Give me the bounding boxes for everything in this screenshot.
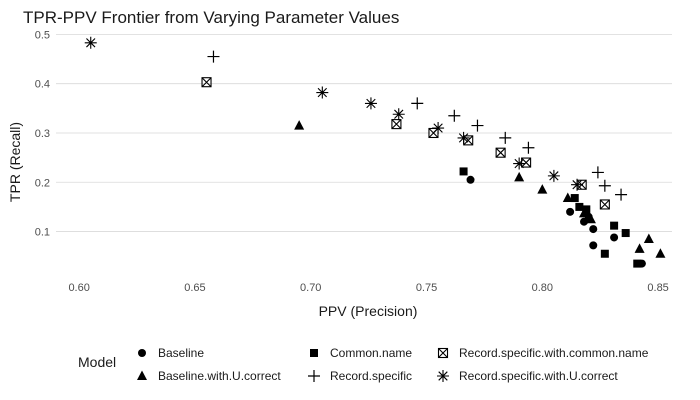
point-asterisk <box>316 86 329 99</box>
legend-label: Common.name <box>330 346 412 360</box>
point-boxed-x <box>521 157 532 168</box>
x-axis-title: PPV (Precision) <box>319 303 418 319</box>
point-plus <box>471 119 484 132</box>
point-plus <box>522 141 535 154</box>
point-plus <box>598 179 611 192</box>
point-boxed-x <box>463 135 474 146</box>
point-asterisk <box>364 97 377 110</box>
x-tick-label: 0.65 <box>184 282 205 294</box>
series-Baseline <box>466 175 646 268</box>
y-tick-label: 0.5 <box>35 29 50 41</box>
point-plus <box>448 109 461 122</box>
y-tick-label: 0.4 <box>35 79 50 91</box>
point-square <box>459 167 468 176</box>
point-triangle <box>537 184 548 194</box>
point-square <box>610 221 619 230</box>
series-Common.name <box>459 167 642 268</box>
point-boxed-x <box>599 199 610 210</box>
point-plus <box>499 131 512 144</box>
point-circle <box>566 207 575 216</box>
point-plus <box>207 50 220 63</box>
point-square <box>600 249 609 258</box>
legend-label: Baseline.with.U.correct <box>158 369 281 383</box>
point-triangle <box>514 171 525 182</box>
point-asterisk <box>457 131 470 144</box>
point-triangle <box>585 213 596 224</box>
series-Record.specific.with.common.name <box>201 77 610 210</box>
point-plus <box>591 166 604 179</box>
x-tick-label: 0.75 <box>416 282 437 294</box>
legend-item: Baseline.with.U.correct <box>137 369 281 383</box>
x-tick-label: 0.60 <box>68 282 89 294</box>
point-boxed-x <box>201 77 212 88</box>
point-plus <box>411 97 424 110</box>
legend-key-asterisk <box>437 370 449 382</box>
point-asterisk <box>571 178 584 191</box>
y-tick-label: 0.1 <box>35 227 50 239</box>
legend-item: Common.name <box>310 346 412 360</box>
point-asterisk <box>392 108 405 121</box>
x-tick-label: 0.80 <box>532 282 553 294</box>
x-axis-ticks: 0.60 0.65 0.70 0.75 0.80 0.85 <box>68 282 668 294</box>
point-triangle <box>294 120 305 130</box>
legend-key-square <box>310 349 318 357</box>
series-Baseline.with.U.correct <box>294 120 666 258</box>
legend-item: Record.specific <box>308 369 412 383</box>
grid-lines <box>56 33 672 232</box>
point-asterisk <box>432 122 445 135</box>
y-axis-title: TPR (Recall) <box>7 122 23 202</box>
point-triangle <box>634 243 645 253</box>
series-Record.specific.with.U.correct <box>84 36 584 191</box>
point-square <box>621 229 630 238</box>
point-circle <box>589 241 598 250</box>
legend: Model Baseline Baseline.with.U.correct Com… <box>78 346 649 383</box>
legend-label: Record.specific <box>330 369 412 383</box>
legend-item: Record.specific.with.U.correct <box>437 369 618 383</box>
legend-title: Model <box>78 354 116 370</box>
legend-label: Record.specific.with.U.correct <box>459 369 618 383</box>
legend-label: Record.specific.with.common.name <box>459 346 649 360</box>
point-triangle <box>562 192 573 203</box>
legend-key-plus <box>308 370 320 382</box>
legend-item: Baseline <box>138 346 204 360</box>
point-boxed-x <box>495 147 506 158</box>
point-asterisk <box>513 157 526 170</box>
point-asterisk <box>84 36 97 49</box>
point-triangle <box>655 248 666 258</box>
point-square <box>633 259 642 268</box>
data-points <box>84 36 666 268</box>
point-circle <box>610 233 619 242</box>
y-axis-ticks: 0.1 0.2 0.3 0.4 0.5 <box>35 29 50 238</box>
point-square <box>575 202 584 211</box>
y-tick-label: 0.3 <box>35 128 50 140</box>
legend-key-circle <box>138 349 146 357</box>
point-circle <box>466 175 475 184</box>
x-tick-label: 0.85 <box>647 282 668 294</box>
point-plus <box>615 188 628 201</box>
point-square <box>582 205 591 214</box>
point-triangle <box>643 233 654 243</box>
point-asterisk <box>547 169 560 182</box>
point-circle <box>589 225 598 234</box>
legend-item: Record.specific.with.common.name <box>437 346 649 360</box>
x-tick-label: 0.70 <box>300 282 321 294</box>
y-tick-label: 0.2 <box>35 177 50 189</box>
point-boxed-x <box>391 119 402 130</box>
legend-label: Baseline <box>158 346 204 360</box>
legend-key-triangle <box>137 370 147 380</box>
series-Record.specific <box>207 50 628 201</box>
point-square <box>570 194 579 203</box>
chart-title: TPR-PPV Frontier from Varying Parameter … <box>23 8 399 27</box>
legend-key-boxed-x <box>437 347 449 359</box>
